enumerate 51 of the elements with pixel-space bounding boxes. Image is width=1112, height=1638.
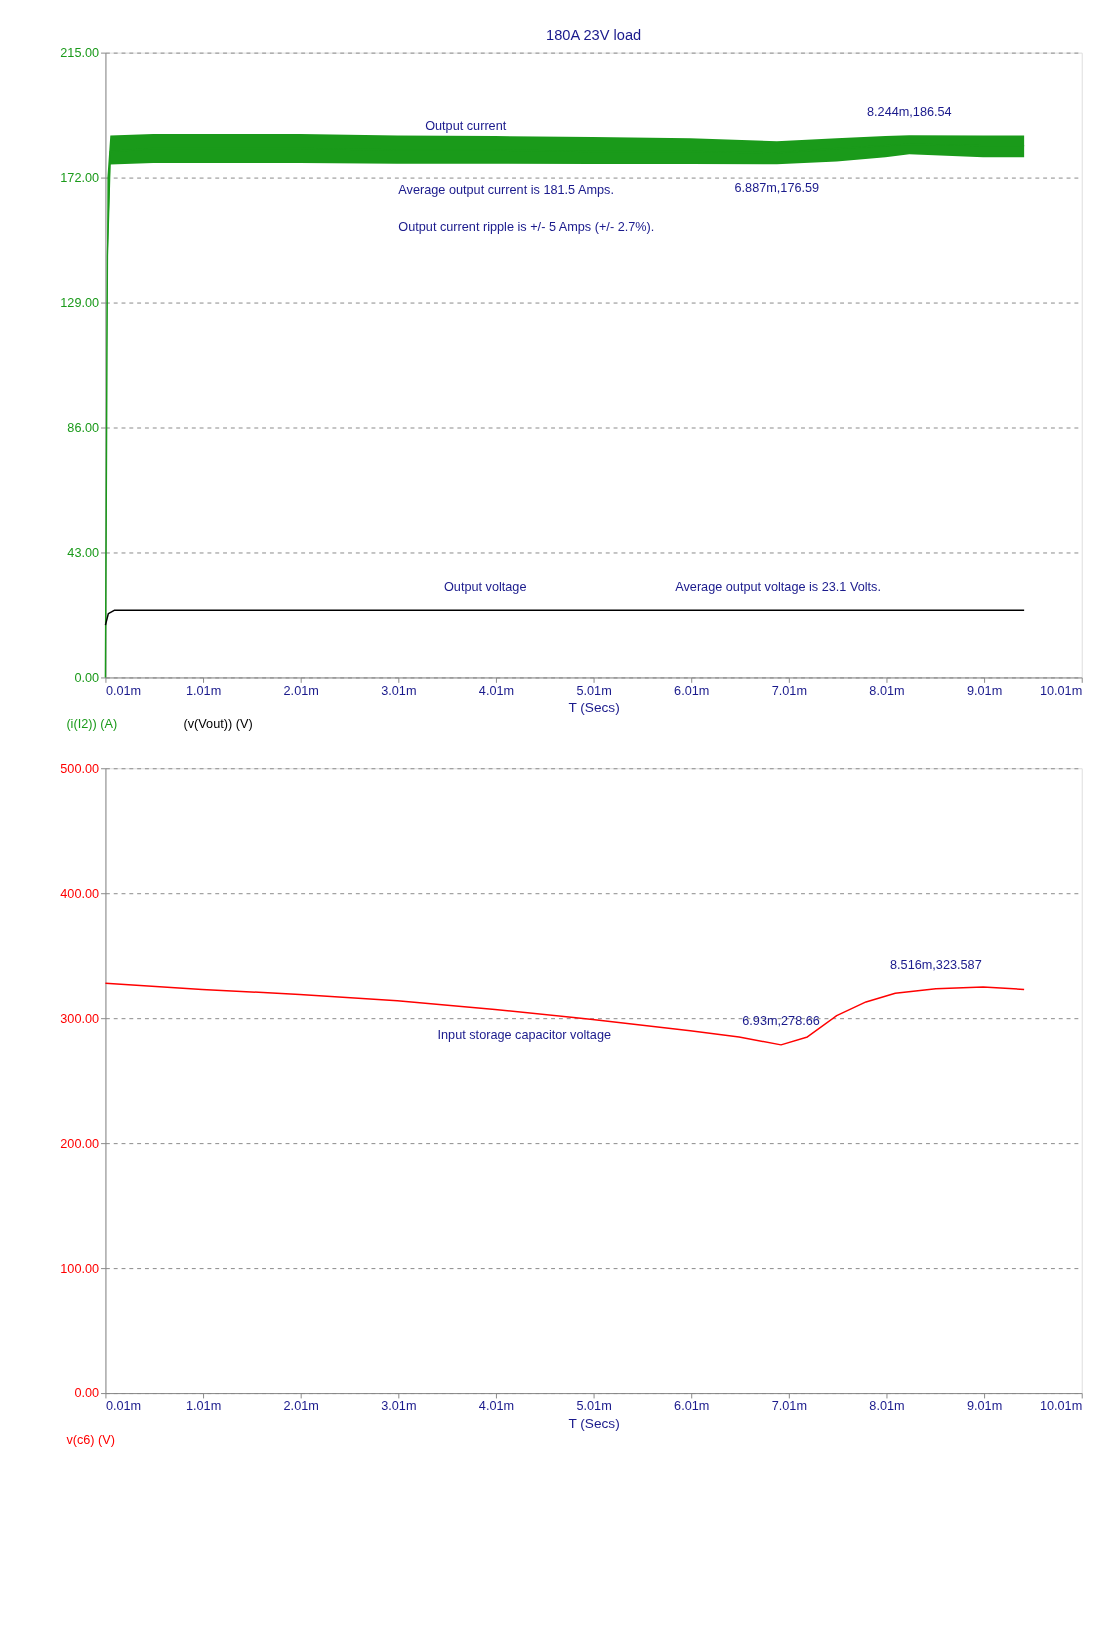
annotation: Output current ripple is +/- 5 Amps (+/- 2.7%). <box>398 220 655 235</box>
text: v(c6) (V) <box>66 1432 116 1447</box>
x-tick-label: 0.01m <box>105 1399 142 1414</box>
y-tick-label: 200.00 <box>60 1136 100 1151</box>
y-tick-label: 400.00 <box>60 886 100 901</box>
annotation: Average output voltage is 23.1 Volts. <box>675 579 881 594</box>
y-tick-label: 129.00 <box>60 295 100 310</box>
y-tick-label: 43.00 <box>67 545 100 560</box>
annotation: Input storage capacitor voltage <box>437 1028 612 1043</box>
x-tick-label: 3.01m <box>381 1399 417 1414</box>
x-axis-title: T (Secs) <box>568 700 620 716</box>
x-tick-label: 10.01m <box>1039 683 1083 698</box>
annotation: Output current <box>425 119 507 134</box>
x-tick-label: 9.01m <box>966 683 1003 698</box>
annotation: 6.93m,278.66 <box>742 1014 820 1029</box>
y-tick-label: 0.00 <box>74 670 100 685</box>
x-tick-label: 1.01m <box>185 683 222 698</box>
text: (v(Vout)) (V) <box>183 717 253 732</box>
annotation: 8.516m,323.587 <box>890 958 982 973</box>
annotation: Output voltage <box>443 579 527 594</box>
x-tick-label: 4.01m <box>478 683 515 698</box>
y-tick-label: 100.00 <box>60 1261 100 1276</box>
x-tick-label: 3.01m <box>381 683 417 698</box>
line-series <box>104 982 1025 1046</box>
x-axis-title: T (Secs) <box>568 1415 620 1431</box>
x-tick-label: 10.01m <box>1039 1399 1083 1414</box>
x-tick-label: 2.01m <box>283 1399 319 1414</box>
annotation: 6.887m,176.59 <box>734 180 820 195</box>
x-tick-label: 5.01m <box>576 1399 612 1414</box>
annotation: Average output current is 181.5 Amps. <box>398 183 614 197</box>
x-tick-label: 5.01m <box>576 683 612 698</box>
annotation: 8.244m,186.54 <box>866 104 952 119</box>
y-tick-label: 0.00 <box>74 1386 100 1401</box>
x-tick-label: 2.01m <box>283 683 319 698</box>
text: (i(I2)) (A) <box>66 717 118 732</box>
x-tick-label: 1.01m <box>185 1399 222 1414</box>
x-tick-label: 9.01m <box>966 1399 1003 1414</box>
chart-title: 180A 23V load <box>546 26 642 43</box>
x-tick-label: 8.01m <box>869 683 905 698</box>
x-tick-label: 8.01m <box>869 1399 905 1414</box>
x-tick-label: 6.01m <box>674 1399 710 1414</box>
x-tick-label: 7.01m <box>771 1399 807 1414</box>
y-tick-label: 172.00 <box>60 170 100 185</box>
y-tick-label: 300.00 <box>60 1011 100 1026</box>
y-tick-label: 500.00 <box>60 761 100 776</box>
y-tick-label: 215.00 <box>60 46 100 61</box>
x-tick-label: 0.01m <box>105 683 142 698</box>
x-tick-label: 4.01m <box>478 1399 515 1414</box>
x-tick-label: 6.01m <box>674 683 710 698</box>
y-tick-label: 86.00 <box>67 420 100 435</box>
x-tick-label: 7.01m <box>771 683 807 698</box>
